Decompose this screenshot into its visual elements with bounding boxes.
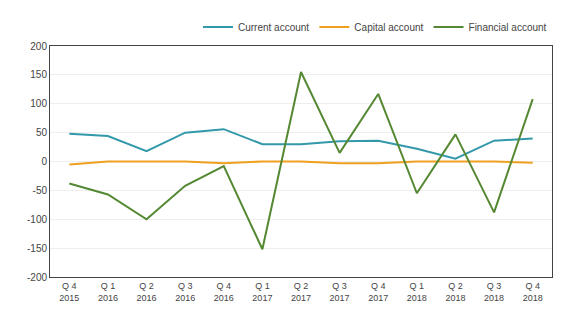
svg-text:Current account: Current account xyxy=(238,22,309,33)
svg-text:Q 42018: Q 42018 xyxy=(523,281,543,303)
svg-text:Q 12016: Q 12016 xyxy=(98,281,118,303)
svg-text:0: 0 xyxy=(41,156,47,167)
svg-text:-200: -200 xyxy=(27,272,47,283)
svg-text:Q 12018: Q 12018 xyxy=(407,281,427,303)
svg-text:Q 32017: Q 32017 xyxy=(330,281,350,303)
svg-text:Q 42016: Q 42016 xyxy=(214,281,234,303)
svg-text:-100: -100 xyxy=(27,214,47,225)
svg-text:Q 22017: Q 22017 xyxy=(291,281,311,303)
svg-text:Q 42017: Q 42017 xyxy=(368,281,388,303)
svg-text:-150: -150 xyxy=(27,243,47,254)
svg-text:Financial account: Financial account xyxy=(469,22,547,33)
svg-text:100: 100 xyxy=(30,98,47,109)
svg-text:200: 200 xyxy=(30,41,47,52)
svg-text:150: 150 xyxy=(30,69,47,80)
svg-text:Q 22018: Q 22018 xyxy=(445,281,465,303)
svg-text:Q 22016: Q 22016 xyxy=(137,281,157,303)
svg-text:Capital account: Capital account xyxy=(354,22,423,33)
svg-text:Q 32018: Q 32018 xyxy=(484,281,504,303)
svg-text:Q 42015: Q 42015 xyxy=(59,281,79,303)
svg-text:50: 50 xyxy=(36,127,48,138)
svg-text:Q 12017: Q 12017 xyxy=(252,281,272,303)
svg-text:Q 32016: Q 32016 xyxy=(175,281,195,303)
svg-text:-50: -50 xyxy=(33,185,48,196)
